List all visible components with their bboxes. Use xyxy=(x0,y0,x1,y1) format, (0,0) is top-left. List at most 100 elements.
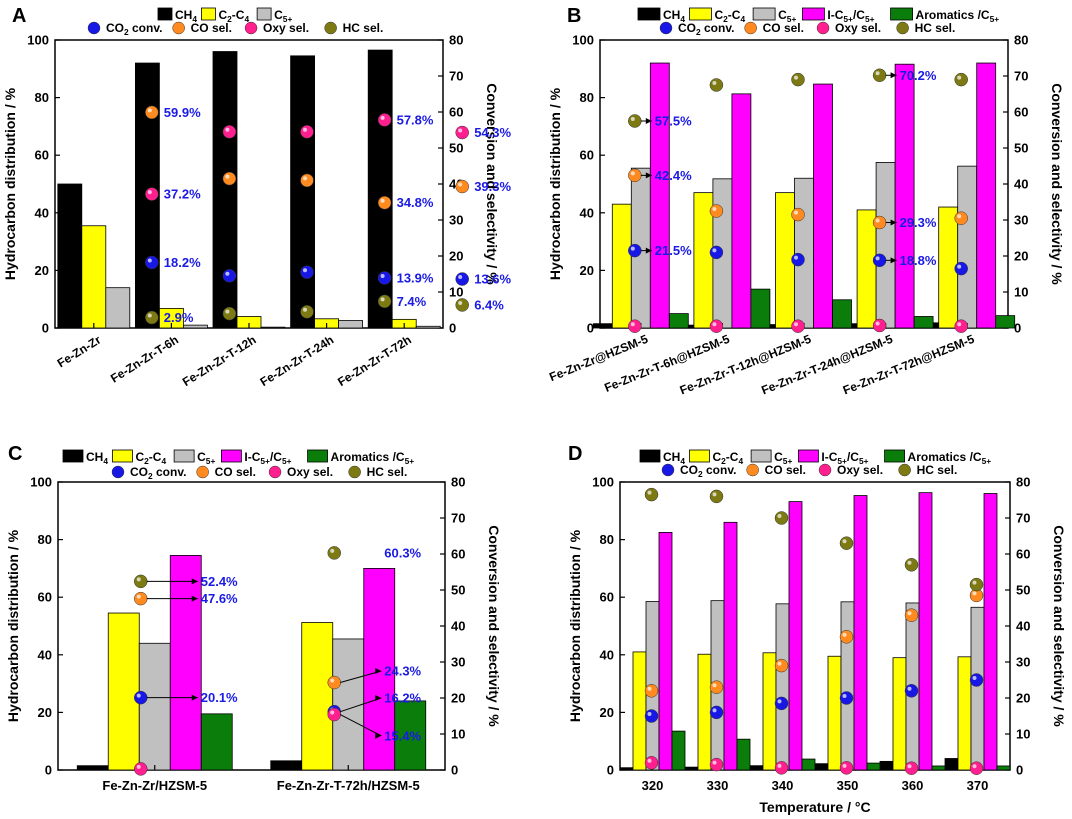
y-tick-label: 60 xyxy=(35,148,49,163)
bar-c5 xyxy=(415,325,441,329)
annotation-label: 24.3% xyxy=(384,664,421,679)
bar-c2c4 xyxy=(827,655,842,771)
y-axis-title: Hydrocarbon distribution / % xyxy=(567,529,583,722)
legend-swatch-c5 xyxy=(750,449,772,463)
legend-swatch-ch4 xyxy=(639,449,661,463)
legend-dot-label-co: CO sel. xyxy=(191,21,232,35)
legend-label-arom: Aromatics /C5+ xyxy=(916,8,1000,24)
bar-c5 xyxy=(875,161,896,329)
y2-tick-label: 60 xyxy=(1014,105,1028,120)
y-axis-title: Hydrocarbon distribution / % xyxy=(2,87,18,280)
legend-label-arom: Aromatics /C5+ xyxy=(908,450,992,466)
panel-label: B xyxy=(567,5,581,27)
bar-arom xyxy=(668,313,689,329)
legend-dot-co xyxy=(746,463,759,477)
y-tick-label: 100 xyxy=(592,475,614,490)
dot-highlight xyxy=(842,632,847,637)
y2-tick-label: 50 xyxy=(1016,583,1030,598)
dot-highlight xyxy=(875,218,880,223)
dot-highlight xyxy=(794,210,798,215)
y2-axis-title: Conversion and selectivity / % xyxy=(486,525,502,727)
dot-hc xyxy=(145,310,159,325)
dot-highlight xyxy=(777,514,782,518)
y2-tick-label: 40 xyxy=(451,619,465,634)
legend-dot-conv xyxy=(661,463,675,477)
bar-c5 xyxy=(182,324,208,329)
legend-dot-label-conv: CO2 conv. xyxy=(680,463,736,479)
dot-highlight xyxy=(330,678,335,683)
y2-tick-label: 10 xyxy=(1016,727,1030,742)
dot-oxy xyxy=(327,707,341,722)
annotation-arrow xyxy=(340,697,382,713)
dot-co xyxy=(300,173,314,188)
bar-ch4 xyxy=(749,765,764,771)
y2-tick-label: 20 xyxy=(1016,691,1030,706)
dot-hc xyxy=(774,511,789,525)
y2-tick-label: 30 xyxy=(1016,655,1030,670)
bar-ic5 xyxy=(658,532,673,771)
annotation-label: 70.2% xyxy=(900,68,937,83)
dot-conv xyxy=(839,691,854,705)
legend-dot-co xyxy=(172,21,185,35)
bar-c2c4 xyxy=(81,225,107,329)
y2-tick-label: 10 xyxy=(449,285,463,300)
y2-tick-label: 70 xyxy=(451,511,465,526)
y2-tick-label: 20 xyxy=(449,249,463,264)
dot-co xyxy=(839,630,854,644)
dot-highlight xyxy=(842,694,847,698)
x-tick-label: Fe-Zn-Zr-T-72h@HZSM-5 xyxy=(841,332,977,398)
y-tick-label: 40 xyxy=(600,647,614,662)
dot-co xyxy=(455,179,469,194)
dot-conv xyxy=(791,252,805,267)
x-tick-label: Fe-Zn-Zr-T-72h/HZSM-5 xyxy=(277,778,420,793)
dot-highlight xyxy=(907,611,912,616)
dot-highlight xyxy=(777,661,782,666)
legend-label-c2c4: C2-C4 xyxy=(714,8,745,24)
legend-swatch-arom xyxy=(890,7,913,21)
dot-co xyxy=(709,204,724,218)
dot-highlight xyxy=(458,182,463,187)
dot-conv xyxy=(455,272,469,286)
dot-highlight xyxy=(630,171,635,176)
dot-oxy xyxy=(839,761,854,775)
dot-oxy xyxy=(222,125,237,139)
dot-highlight xyxy=(147,313,152,318)
dot-highlight xyxy=(957,214,962,219)
legend-swatch-arom xyxy=(307,449,328,463)
y2-tick-label: 60 xyxy=(1016,547,1030,562)
y-tick-label: 100 xyxy=(30,475,52,490)
legend-swatch-c2c4 xyxy=(112,449,133,463)
arrow-head xyxy=(375,668,382,674)
x-tick-label: 330 xyxy=(707,778,729,793)
dot-highlight xyxy=(907,560,912,565)
legend-label-c5: C5+ xyxy=(778,8,796,24)
bar-ic5 xyxy=(731,93,752,329)
bar-c2c4 xyxy=(957,656,972,771)
y-tick-label: 40 xyxy=(38,647,52,662)
legend-label-arom: Aromatics /C5+ xyxy=(331,450,415,466)
annotation-label: 2.9% xyxy=(164,310,194,325)
dot-highlight xyxy=(147,190,152,195)
x-tick-label: Fe-Zn-Zr-T-24h@HZSM-5 xyxy=(759,332,895,398)
legend-label-ch4: CH4 xyxy=(663,8,685,24)
y2-tick-label: 80 xyxy=(449,33,463,48)
dot-oxy xyxy=(969,761,984,775)
bar-ch4 xyxy=(270,760,303,771)
dot-highlight xyxy=(380,115,385,120)
legend-dot-hc xyxy=(896,21,909,35)
y2-tick-label: 30 xyxy=(1014,213,1028,228)
dot-highlight xyxy=(875,256,880,261)
y2-tick-label: 80 xyxy=(451,475,465,490)
bar-c2c4 xyxy=(856,209,877,329)
y2-tick-label: 50 xyxy=(451,583,465,598)
y-tick-label: 60 xyxy=(38,590,52,605)
bar-c5 xyxy=(957,165,978,329)
panel-D: D 0 20 40 60 80 100 0 10 20 30 40 50 60 70 80 Hydrocarbo… xyxy=(567,443,1067,815)
bar-ic5 xyxy=(649,62,670,329)
legend-label-c5: C5+ xyxy=(774,450,792,466)
y2-tick-label: 0 xyxy=(451,763,458,778)
dot-highlight xyxy=(330,710,335,715)
legend-label-ch4: CH4 xyxy=(175,8,197,24)
legend-dot-hc xyxy=(324,21,337,35)
bar-ch4 xyxy=(57,183,83,329)
